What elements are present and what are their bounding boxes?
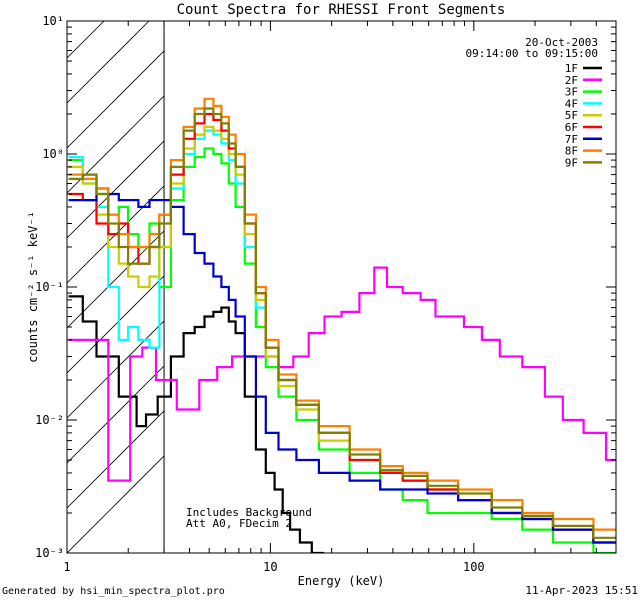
hatch-line [67, 320, 165, 419]
legend-label: 9F [565, 156, 578, 169]
hatch-line [67, 275, 165, 374]
axis-ticks [66, 20, 617, 554]
hatch-line [67, 0, 164, 13]
hatch-line [67, 410, 165, 509]
footer-generated-by: Generated by hsi_min_spectra_plot.pro [2, 586, 225, 597]
legend-label: 3F [565, 86, 578, 99]
series-1F [68, 295, 325, 553]
x-tick-labels: 1 10 100 [63, 560, 484, 574]
x-tick-label: 10 [263, 560, 277, 574]
legend-label: 5F [565, 109, 578, 122]
y-tick-label: 10¹ [42, 14, 64, 28]
hatch-line [67, 50, 165, 149]
legend-label: 7F [565, 133, 578, 146]
y-tick-labels: 10⁻³ 10⁻² 10⁻¹ 10⁰ 10¹ [35, 14, 64, 560]
time-range-label: 09:14:00 to 09:15:00 [466, 47, 598, 60]
legend-label: 1F [565, 62, 578, 75]
series-group [68, 97, 616, 553]
y-tick-label: 10⁻² [35, 413, 64, 427]
x-tick-label: 100 [463, 560, 485, 574]
hatch-line [67, 21, 105, 59]
date-label: 20-Oct-2003 [525, 36, 598, 49]
y-tick-label: 10⁰ [42, 147, 64, 161]
y-axis-label: counts cm⁻² s⁻¹ keV⁻¹ [26, 211, 40, 363]
hatch-line [67, 21, 150, 104]
legend-label: 2F [565, 74, 578, 87]
annotation-line: Includes Background [186, 506, 312, 519]
shaded-region [67, 0, 165, 553]
hatch-line [67, 140, 165, 239]
y-tick-label: 10⁻¹ [35, 280, 64, 294]
legend-label: 8F [565, 145, 578, 158]
y-tick-label: 10⁻³ [35, 546, 64, 560]
legend-label: 6F [565, 121, 578, 134]
series-9F [68, 107, 616, 539]
x-tick-label: 1 [63, 560, 70, 574]
chart-title: Count Spectra for RHESSI Front Segments [177, 2, 506, 18]
x-axis-label: Energy (keV) [298, 574, 385, 588]
hatch-line [67, 455, 165, 553]
annotation-line: Att A0, FDecim 2 [186, 517, 292, 530]
footer-timestamp: 11-Apr-2023 15:51 [525, 584, 638, 597]
legend-label: 4F [565, 97, 578, 110]
series-2F [68, 266, 616, 482]
hatch-line [67, 365, 165, 464]
